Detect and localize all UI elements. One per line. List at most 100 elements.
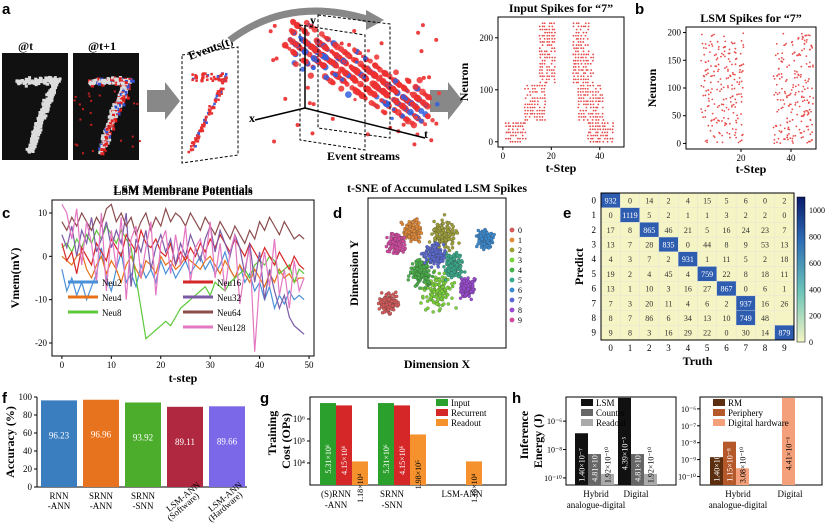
cell-value: 5 bbox=[647, 211, 651, 220]
tsne-point-2 bbox=[451, 233, 455, 237]
spike bbox=[578, 119, 581, 121]
spike bbox=[807, 34, 810, 37]
spike bbox=[611, 140, 614, 143]
pixel bbox=[33, 129, 37, 133]
noise-pixel bbox=[81, 108, 84, 111]
event-dot bbox=[201, 74, 204, 77]
spike bbox=[551, 41, 554, 43]
stray-point bbox=[416, 30, 421, 35]
spike bbox=[541, 115, 544, 118]
spike bbox=[544, 103, 546, 106]
pixel bbox=[46, 104, 50, 108]
event-dot bbox=[217, 78, 221, 82]
spike bbox=[599, 100, 601, 103]
spike bbox=[786, 66, 789, 68]
spike bbox=[589, 115, 592, 118]
y-tick-label: 50 bbox=[672, 111, 682, 121]
legend-dot bbox=[509, 277, 515, 283]
bar-label: 1.40×10⁻⁷ bbox=[578, 448, 587, 482]
tsne-point-7 bbox=[434, 244, 438, 249]
event-point bbox=[363, 55, 368, 61]
spike bbox=[606, 140, 609, 143]
spike bbox=[807, 80, 810, 83]
tsne-point-8 bbox=[472, 277, 476, 281]
tsne-point-5 bbox=[458, 255, 462, 259]
spike bbox=[597, 137, 600, 140]
stray-point bbox=[346, 54, 351, 59]
spike bbox=[738, 83, 741, 86]
spike bbox=[809, 119, 812, 121]
spike bbox=[803, 88, 806, 91]
tsne-point-4 bbox=[417, 273, 421, 277]
spike bbox=[806, 114, 809, 116]
tsne-point-7 bbox=[426, 245, 430, 250]
spike bbox=[793, 51, 796, 54]
tsne-point-8 bbox=[469, 289, 473, 294]
pixel bbox=[50, 92, 54, 96]
spike bbox=[774, 91, 777, 94]
spike bbox=[509, 137, 512, 140]
pixel bbox=[102, 80, 106, 84]
event-dot bbox=[201, 129, 205, 133]
spike bbox=[589, 131, 592, 134]
spike bbox=[599, 115, 601, 118]
spike bbox=[783, 127, 786, 130]
x-category-label: RNN bbox=[49, 491, 69, 501]
spike bbox=[727, 70, 729, 72]
spike bbox=[604, 134, 607, 137]
spike bbox=[585, 53, 588, 56]
tsne-point-2 bbox=[427, 240, 432, 244]
spike bbox=[611, 137, 614, 140]
spike bbox=[783, 103, 786, 105]
event-pixel bbox=[97, 82, 101, 86]
cell-value: 0 bbox=[782, 211, 786, 220]
tsne-point-3 bbox=[439, 297, 444, 301]
spike bbox=[541, 25, 544, 28]
spike bbox=[582, 25, 585, 28]
spike bbox=[539, 97, 542, 100]
spike bbox=[602, 119, 605, 121]
event-cloud bbox=[268, 18, 442, 147]
spike bbox=[524, 112, 526, 115]
spike bbox=[715, 65, 718, 68]
tsne-point-4 bbox=[424, 276, 428, 280]
tsne-point-7 bbox=[430, 248, 435, 253]
spike bbox=[599, 128, 602, 131]
event-point bbox=[332, 41, 339, 49]
spike bbox=[599, 137, 601, 140]
legend-swatch bbox=[436, 409, 448, 416]
spike bbox=[575, 22, 578, 25]
y-axis-label: Energy (J) bbox=[531, 414, 545, 468]
stray-point bbox=[295, 122, 300, 127]
spike bbox=[805, 109, 808, 112]
spike bbox=[727, 84, 729, 87]
stray-point bbox=[268, 29, 273, 34]
pixel bbox=[34, 141, 38, 145]
spike bbox=[707, 97, 710, 100]
tsne-point-3 bbox=[446, 302, 451, 306]
event-point bbox=[359, 63, 364, 68]
spike bbox=[597, 84, 599, 87]
event-point bbox=[361, 94, 366, 99]
event-dot bbox=[217, 76, 220, 80]
spike bbox=[607, 128, 609, 131]
spike bbox=[808, 65, 810, 68]
spike bbox=[709, 129, 712, 132]
spike bbox=[572, 81, 575, 84]
spike bbox=[599, 87, 602, 90]
spike bbox=[579, 41, 582, 43]
y-tick-label: 10⁵ bbox=[293, 436, 305, 446]
spike bbox=[794, 72, 796, 75]
tsne-point-4 bbox=[419, 268, 423, 272]
arrow-2 bbox=[430, 82, 463, 120]
spike bbox=[715, 121, 718, 124]
legend-swatch bbox=[713, 419, 725, 426]
y-tick-label: 150 bbox=[668, 55, 682, 65]
cell-value: 8 bbox=[628, 226, 632, 235]
spike bbox=[734, 58, 737, 61]
event-point bbox=[292, 61, 299, 68]
spike bbox=[788, 133, 790, 135]
spike bbox=[795, 125, 798, 128]
bar-Recurrent bbox=[336, 405, 352, 485]
cell-value: 4 bbox=[686, 270, 690, 279]
